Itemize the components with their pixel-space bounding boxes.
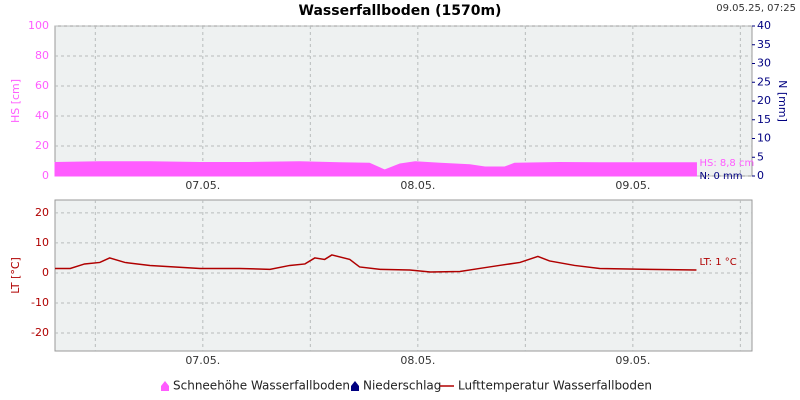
annotation: LT: 1 °C: [699, 257, 736, 268]
x-tick-label: 07.05.: [185, 179, 220, 192]
y-tick-label: -20: [31, 326, 49, 339]
y-tick-label: 80: [35, 49, 49, 62]
plot-area: [54, 25, 753, 177]
x-tick-label: 08.05.: [400, 179, 435, 192]
annotation: HS: 8,8 cm: [699, 158, 754, 169]
y-tick-label: -10: [31, 296, 49, 309]
legend-swatch: [351, 381, 359, 391]
legend-label: Lufttemperatur Wasserfallboden: [458, 379, 652, 393]
y-tick-label: 100: [28, 19, 49, 32]
y-tick-label: 0: [42, 169, 49, 182]
y-axis-label: HS [cm]: [9, 79, 22, 123]
annotation: N: 0 mm: [699, 171, 742, 182]
y2-tick-label: 0: [757, 169, 764, 182]
y2-tick-label: 40: [757, 19, 771, 32]
y2-tick-label: 20: [757, 94, 771, 107]
temp-line: [55, 254, 697, 273]
y-tick-label: 20: [35, 206, 49, 219]
x-tick-label: 09.05.: [615, 179, 650, 192]
y2-tick-label: 30: [757, 57, 771, 70]
legend-swatch: [161, 381, 169, 391]
y2-tick-label: 15: [757, 113, 771, 126]
y2-axis-label: N [mm]: [776, 80, 789, 122]
snow-area: [54, 161, 697, 177]
y-tick-label: 40: [35, 109, 49, 122]
x-tick-label: 07.05.: [185, 354, 220, 367]
y2-tick-label: 25: [757, 75, 771, 88]
x-tick-label: 08.05.: [400, 354, 435, 367]
legend-label: Schneehöhe Wasserfallboden: [173, 379, 350, 393]
y2-tick-label: 10: [757, 132, 771, 145]
plot-area: [54, 199, 753, 352]
y-tick-label: 60: [35, 79, 49, 92]
y2-tick-label: 35: [757, 38, 771, 51]
x-tick-label: 09.05.: [615, 354, 650, 367]
timestamp: 09.05.25, 07:25: [716, 3, 796, 14]
y-tick-label: 10: [35, 236, 49, 249]
legend-label: Niederschlag: [363, 379, 441, 393]
chart-title: Wasserfallboden (1570m): [299, 3, 502, 19]
y-tick-label: 0: [42, 266, 49, 279]
y-axis-label: LT [°C]: [9, 257, 22, 294]
y2-tick-label: 5: [757, 150, 764, 163]
y-tick-label: 20: [35, 139, 49, 152]
